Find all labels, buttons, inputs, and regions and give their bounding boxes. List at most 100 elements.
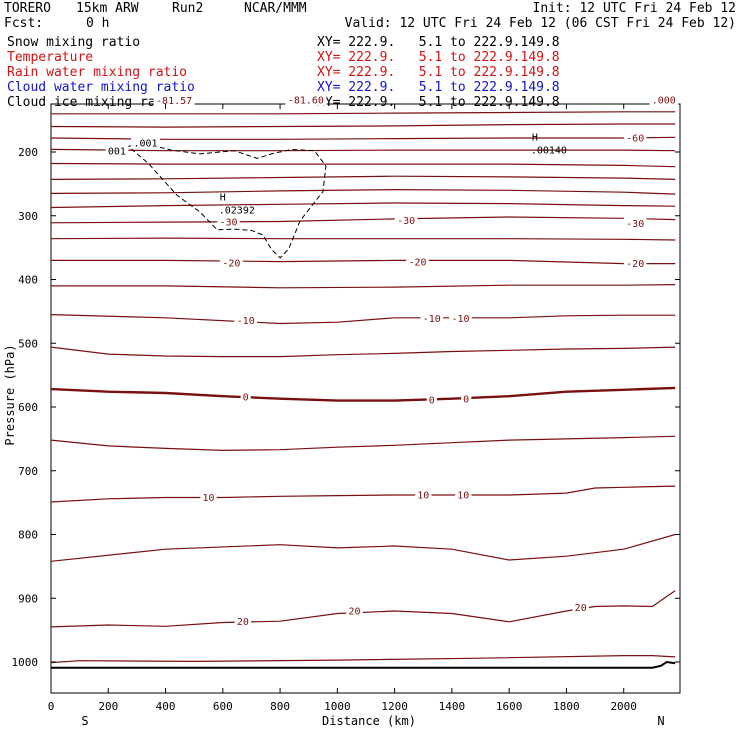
contour-label: -20 <box>222 259 240 270</box>
snow-contour-label: 001 <box>108 146 126 157</box>
north-label: N <box>657 714 664 728</box>
isotherm-m25 <box>51 237 676 241</box>
ground-layer <box>51 660 676 669</box>
x-tick-label: 400 <box>156 700 176 713</box>
isotherm-m50 <box>51 162 676 168</box>
contour-label-bg <box>394 214 418 227</box>
isotherm-20 <box>51 590 676 628</box>
y-tick-label: 800 <box>18 529 38 542</box>
x-tick-label: 800 <box>270 700 290 713</box>
isotherm-m60 <box>51 136 676 140</box>
contour-label: 20 <box>348 607 360 618</box>
y-tick-label: 900 <box>18 592 38 605</box>
contour-label: 20 <box>237 617 249 628</box>
snow-contour-label: .001 <box>133 139 157 150</box>
x-tick-label: 1000 <box>324 700 351 713</box>
y-tick-label: 300 <box>18 210 38 223</box>
isotherm-0 <box>51 386 676 402</box>
isotherm-10 <box>51 485 676 503</box>
top-contour-label-bg <box>285 93 327 106</box>
contour-label-layer: -60-30 -30 -30-20 -20 -20-10 -10 -100 0 010 10 102… <box>105 93 679 628</box>
contour-label-bg <box>572 601 589 614</box>
contour-label-bg <box>623 217 647 230</box>
x-tick-label: 2000 <box>610 700 637 713</box>
isotherm-m40 <box>51 188 676 195</box>
snow-contour-label-bg <box>105 144 129 157</box>
contour-label-bg <box>623 257 647 270</box>
contour-label: -30 <box>626 219 644 230</box>
x-tick-label: 200 <box>98 700 118 713</box>
x-tick-label: 1400 <box>439 700 466 713</box>
isotherm-m5 <box>51 346 676 358</box>
contour-label-bg <box>220 256 243 269</box>
header-model: TORERO <box>4 1 51 16</box>
contour-label-bg <box>415 489 432 501</box>
isotherm-m10 <box>51 314 676 325</box>
snow-layer <box>127 143 327 259</box>
y-tick-label: 600 <box>18 401 38 414</box>
contour-label: -10 <box>451 314 469 325</box>
field-label-rain: Rain water mixing ratio <box>7 65 188 80</box>
isotherm-m55 <box>51 148 676 152</box>
isotherm-m45 <box>51 175 676 180</box>
top-contour-label-bg <box>153 94 195 107</box>
contour-label: -30 <box>397 216 415 227</box>
field-xy-cloud-water: XY= 222.9. 5.1 to 222.9.149.8 <box>317 80 560 95</box>
header-init: Init: 12 UTC Fri 24 Feb 12 <box>532 1 737 16</box>
south-label: S <box>81 714 88 728</box>
y-tick-label: 200 <box>18 146 38 159</box>
isotherm-m70 <box>51 111 676 115</box>
isotherm-5 <box>51 435 676 452</box>
contour-label: -10 <box>237 316 255 327</box>
header-org: NCAR/MMM <box>244 1 307 16</box>
contour-label: -20 <box>626 259 644 270</box>
contour-label-bg <box>420 312 444 325</box>
x-tick-label: 1200 <box>381 700 408 713</box>
contour-label: 0 <box>429 396 435 407</box>
field-xy-rain: XY= 222.9. 5.1 to 222.9.149.8 <box>317 65 560 80</box>
y-tick-label: 700 <box>18 465 38 478</box>
isotherm-m75 <box>51 99 675 102</box>
contour-label-bg <box>623 132 647 144</box>
header-run: Run2 <box>172 1 204 16</box>
max-marker-h: H <box>532 133 538 144</box>
contour-label-bg <box>217 216 240 229</box>
isotherm-layer <box>51 99 676 664</box>
isotherm-m30 <box>51 216 676 224</box>
y-axis-title: Pressure (hPa) <box>3 344 17 445</box>
top-contour-label: .000 <box>652 95 676 106</box>
contour-label-bg <box>240 390 251 403</box>
y-tick-label: 1000 <box>12 656 39 669</box>
x-tick-label: 1600 <box>496 700 523 713</box>
header-resolution: 15km ARW <box>76 1 139 16</box>
contour-label-bg <box>449 312 472 325</box>
ground-line <box>51 660 676 669</box>
contour-label: -60 <box>626 134 644 145</box>
contour-label: -20 <box>408 257 426 268</box>
snow-contour-label-bg <box>131 137 160 150</box>
axes-layer: 0 200 400 600 800 1000 1200 1400 1600 1800 2000200… <box>12 104 680 713</box>
field-label-temperature: Temperature <box>7 50 94 65</box>
x-tick-label: 1800 <box>553 700 580 713</box>
header-valid: Valid: 12 UTC Fri 24 Feb 12 (06 CST Fri … <box>344 16 736 31</box>
header-fcst-value: 0 h <box>86 16 110 31</box>
max-marker-value: .02392 <box>219 206 255 217</box>
contour-label-bg <box>200 491 217 504</box>
contour-label: -30 <box>219 218 237 229</box>
top-contour-label-bg <box>649 93 679 106</box>
field-xy-temperature: XY= 222.9. 5.1 to 222.9.149.8 <box>317 50 560 65</box>
top-contour-label: -81.57 <box>156 96 192 107</box>
contour-label: 20 <box>575 603 587 614</box>
contour-label-bg <box>461 392 472 405</box>
isotherm-m35 <box>51 202 676 209</box>
contour-label: 10 <box>457 491 469 502</box>
field-xy-snow: XY= 222.9. 5.1 to 222.9.149.8 <box>317 35 560 50</box>
contour-label: 10 <box>202 493 214 504</box>
snow-contour <box>127 143 327 259</box>
contour-label-bg <box>426 394 437 406</box>
contour-label-bg <box>455 489 472 501</box>
contour-label-bg <box>406 255 429 268</box>
contour-label: 10 <box>417 491 429 502</box>
contour-label-bg <box>234 615 252 628</box>
